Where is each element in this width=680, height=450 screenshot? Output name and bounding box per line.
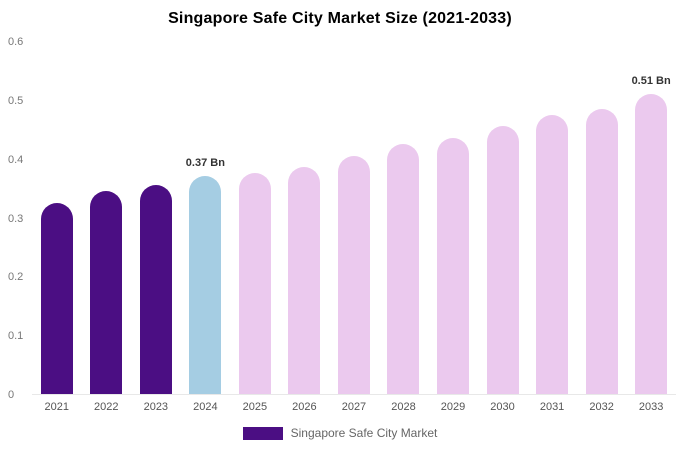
- bar-cell-2022: [82, 42, 132, 394]
- y-tick-label-0.6: 0.6: [8, 36, 24, 48]
- x-tick-label-2024: 2024: [193, 401, 218, 413]
- x-tick-label-2023: 2023: [143, 401, 169, 413]
- x-tick-label-2030: 2030: [490, 401, 515, 413]
- legend-swatch: [242, 426, 283, 440]
- bar-2033: [635, 94, 668, 394]
- bar-2027: [337, 156, 370, 394]
- bar-2024: [189, 176, 222, 394]
- y-tick-label-0.4: 0.4: [8, 153, 24, 166]
- bar-2023: [139, 185, 172, 394]
- x-tick-label-2029: 2029: [440, 401, 466, 413]
- x-tick-label-2028: 2028: [391, 401, 416, 413]
- x-axis-labels: 2021 2022 2023 2024 2025 2026 2027 2028 2029 2030…: [32, 401, 676, 413]
- bar-2029: [437, 138, 470, 394]
- x-tick-label-2021: 2021: [44, 401, 69, 413]
- x-tick-label-2022: 2022: [94, 401, 119, 413]
- x-tick-label-2025: 2025: [242, 401, 268, 413]
- x-tick-label-2033: 2033: [638, 401, 664, 413]
- bar-cell-2033: 0.51 Bn: [626, 42, 676, 394]
- x-tick-label-2027: 2027: [341, 401, 367, 413]
- y-tick-label-0.5: 0.5: [8, 94, 24, 107]
- bar-cell-2027: [329, 42, 379, 394]
- bar-cell-2032: [577, 42, 627, 394]
- x-tick-label-2026: 2026: [292, 401, 317, 413]
- bar-2028: [387, 144, 420, 394]
- bar-cell-2021: [32, 42, 82, 394]
- y-tick-label-0.2: 0.2: [8, 271, 24, 284]
- bar-2022: [90, 191, 123, 394]
- bar-cell-2024: 0.37 Bn: [181, 42, 231, 394]
- bar-2021: [40, 203, 73, 394]
- y-tick-label-0.3: 0.3: [8, 212, 24, 225]
- legend-label: Singapore Safe City Market: [290, 426, 438, 440]
- data-label-2024: 0.37 Bn: [185, 157, 225, 169]
- bar-cell-2029: [428, 42, 478, 394]
- y-tick-label-0.1: 0.1: [8, 330, 24, 343]
- legend: Singapore Safe City Market: [0, 426, 680, 440]
- data-label-2033: 0.51 Bn: [631, 75, 671, 87]
- bar-cell-2030: [478, 42, 528, 394]
- x-tick-label-2031: 2031: [539, 401, 565, 413]
- bar-2031: [536, 115, 569, 394]
- bar-cell-2031: [527, 42, 577, 394]
- plot-area: 0.37 Bn 0.51 Bn: [32, 42, 676, 395]
- bar-cell-2025: [230, 42, 280, 394]
- bar-cell-2028: [379, 42, 429, 394]
- bar-2026: [288, 167, 321, 394]
- bar-2032: [585, 109, 618, 394]
- y-tick-label-0: 0: [8, 389, 15, 401]
- x-tick-label-2032: 2032: [589, 401, 614, 413]
- bar-2025: [238, 173, 271, 394]
- bar-cell-2023: [131, 42, 181, 394]
- bar-cell-2026: [280, 42, 330, 394]
- bar-2030: [486, 126, 519, 394]
- chart-title: Singapore Safe City Market Size (2021-20…: [168, 10, 512, 27]
